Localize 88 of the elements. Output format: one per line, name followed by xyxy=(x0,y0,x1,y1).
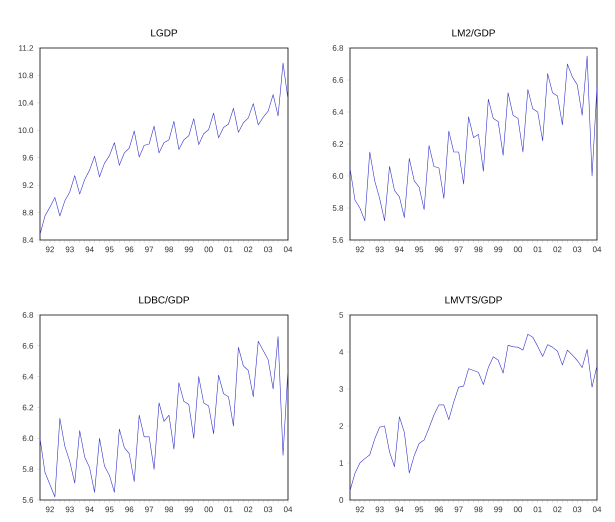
x-tick-label: 94 xyxy=(395,506,404,512)
x-tick-label: 02 xyxy=(244,506,252,512)
y-tick-label: 8.8 xyxy=(22,210,34,216)
x-tick-label: 94 xyxy=(86,246,94,252)
x-tick-label: 04 xyxy=(284,246,292,252)
x-tick-label: 01 xyxy=(534,246,542,252)
x-tick-label: 94 xyxy=(86,506,94,512)
x-tick-label: 93 xyxy=(376,246,384,252)
x-tick-label: 02 xyxy=(553,246,562,252)
x-tick-label: 92 xyxy=(356,246,364,252)
y-tick-label: 0 xyxy=(339,497,344,503)
x-tick-label: 96 xyxy=(125,506,134,512)
x-tick-label: 92 xyxy=(46,506,54,512)
y-tick-label: 6.8 xyxy=(332,45,344,51)
y-tick-label: 6.4 xyxy=(332,109,344,115)
x-tick-label: 00 xyxy=(514,506,522,512)
y-tick-label: 6.2 xyxy=(22,404,34,410)
chart-title: LMVTS/GDP xyxy=(445,296,502,304)
x-tick-label: 00 xyxy=(514,246,522,252)
x-tick-label: 04 xyxy=(592,506,602,512)
y-tick-label: 5.8 xyxy=(22,466,34,472)
x-tick-label: 93 xyxy=(66,246,74,252)
chart-title: LDBC/GDP xyxy=(139,296,190,304)
x-tick-label: 98 xyxy=(164,506,174,512)
line-series xyxy=(350,56,597,222)
y-tick-label: 10.0 xyxy=(18,127,34,134)
y-tick-label: 6.4 xyxy=(22,374,34,380)
x-tick-label: 98 xyxy=(474,506,483,512)
y-tick-label: 11.2 xyxy=(19,45,34,51)
y-tick-label: 8.4 xyxy=(22,237,34,243)
x-tick-label: 99 xyxy=(494,506,502,512)
y-tick-label: 5 xyxy=(339,312,344,318)
y-tick-label: 6.0 xyxy=(332,173,344,179)
x-tick-label: 96 xyxy=(434,246,444,252)
y-tick-label: 1 xyxy=(340,460,344,466)
x-tick-label: 94 xyxy=(395,246,404,252)
x-tick-label: 03 xyxy=(573,506,582,512)
x-tick-label: 99 xyxy=(494,246,502,252)
x-tick-label: 97 xyxy=(454,246,463,252)
x-tick-label: 98 xyxy=(474,246,483,252)
x-tick-label: 00 xyxy=(204,506,213,512)
x-tick-label: 97 xyxy=(145,506,154,512)
x-tick-label: 93 xyxy=(66,506,74,512)
y-tick-label: 6.8 xyxy=(22,312,34,318)
x-tick-label: 00 xyxy=(204,246,213,252)
y-tick-label: 6.6 xyxy=(22,343,34,349)
x-tick-label: 99 xyxy=(184,506,193,512)
x-tick-label: 01 xyxy=(534,506,542,512)
x-tick-label: 01 xyxy=(224,506,233,512)
x-tick-label: 92 xyxy=(46,246,54,252)
x-tick-label: 95 xyxy=(415,246,424,252)
y-tick-label: 10.4 xyxy=(18,100,34,106)
x-tick-label: 02 xyxy=(244,246,252,252)
x-tick-label: 03 xyxy=(264,246,272,252)
y-tick-label: 6.0 xyxy=(22,436,34,442)
chart-title: LM2/GDP xyxy=(452,29,495,36)
x-tick-label: 99 xyxy=(184,246,193,252)
y-tick-label: 9.6 xyxy=(22,154,34,161)
y-tick-label: 6.2 xyxy=(332,141,344,147)
y-tick-label: 10.8 xyxy=(18,72,34,78)
x-tick-label: 03 xyxy=(573,246,582,252)
x-tick-label: 93 xyxy=(376,506,384,512)
x-tick-label: 04 xyxy=(592,246,602,252)
x-tick-label: 96 xyxy=(434,506,444,512)
x-tick-label: 95 xyxy=(105,246,114,252)
x-tick-label: 98 xyxy=(164,246,174,252)
line-series xyxy=(40,336,288,498)
y-tick-label: 5.6 xyxy=(332,237,344,243)
y-tick-label: 5.6 xyxy=(22,497,34,503)
x-tick-label: 04 xyxy=(284,506,292,512)
x-tick-label: 95 xyxy=(105,506,114,512)
chart-title: LGDP xyxy=(151,29,178,36)
x-tick-label: 92 xyxy=(356,506,364,512)
y-tick-label: 4 xyxy=(339,349,344,355)
x-tick-label: 97 xyxy=(145,246,154,252)
x-tick-label: 95 xyxy=(415,506,424,512)
x-tick-label: 97 xyxy=(454,506,463,512)
line-series xyxy=(350,334,597,492)
y-tick-label: 6.6 xyxy=(332,77,344,83)
y-tick-label: 5.8 xyxy=(332,205,344,211)
x-tick-label: 96 xyxy=(125,246,134,252)
y-tick-label: 9.2 xyxy=(22,182,34,188)
y-tick-label: 3 xyxy=(339,386,344,392)
x-tick-label: 01 xyxy=(224,246,233,252)
line-series xyxy=(40,62,288,235)
y-tick-label: 2 xyxy=(339,423,344,429)
x-tick-label: 02 xyxy=(553,506,562,512)
x-tick-label: 03 xyxy=(264,506,272,512)
